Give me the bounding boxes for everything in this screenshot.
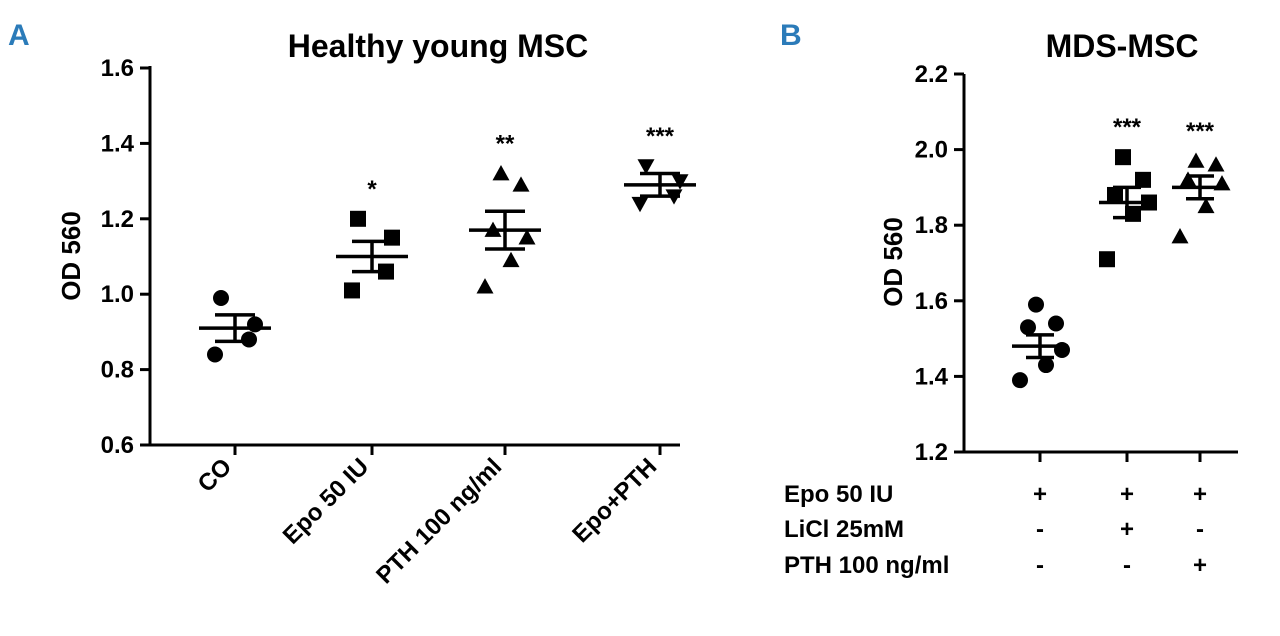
data-point [1012, 372, 1028, 389]
data-point [492, 165, 510, 181]
condition-value: - [1036, 516, 1044, 543]
significance-label: *** [646, 123, 675, 150]
panel-b-title: MDS-MSC [1046, 28, 1199, 64]
y-tick-label: 1.2 [915, 439, 948, 466]
significance-label: ** [496, 131, 515, 158]
data-point [350, 210, 366, 227]
data-point [1038, 357, 1054, 374]
data-point [1028, 296, 1044, 313]
series-group-4: *** [624, 123, 696, 213]
data-point [213, 289, 229, 306]
panel-a-y-axis-label: OD 560 [56, 211, 86, 301]
y-tick-label: 2.2 [915, 61, 948, 88]
data-point [1054, 341, 1070, 358]
category-label: PTH 100 ng/ml [371, 453, 507, 589]
data-point [512, 176, 530, 192]
y-tick-label: 0.8 [101, 357, 134, 384]
data-point [1179, 171, 1197, 187]
data-point [1171, 228, 1189, 244]
category-label: Epo+PTH [567, 453, 662, 548]
data-point [476, 278, 494, 294]
series-group-3: *** [1171, 118, 1231, 244]
panel-b-y-ticks: 1.2 1.4 1.6 1.8 2.0 2.2 [915, 61, 964, 466]
data-point [1135, 171, 1151, 188]
panel-a-letter: A [8, 19, 30, 52]
y-tick-label: 1.4 [915, 363, 949, 390]
series-group-2: *** [1099, 114, 1157, 268]
panel-a: A Healthy young MSC OD 560 0.6 0.8 1.0 1.2 1… [8, 19, 696, 589]
condition-value: + [1120, 481, 1134, 508]
condition-value: - [1196, 516, 1204, 543]
significance-label: * [367, 176, 377, 203]
condition-value: - [1036, 552, 1044, 579]
y-tick-label: 1.2 [101, 206, 134, 233]
significance-label: *** [1113, 114, 1142, 141]
panel-b-x-ticks [1038, 452, 1202, 462]
y-tick-label: 1.4 [101, 130, 135, 157]
y-tick-label: 1.0 [101, 281, 134, 308]
panel-b-letter: B [780, 19, 802, 52]
series-group-1 [1012, 296, 1070, 389]
data-point [1107, 186, 1123, 203]
y-tick-label: 1.6 [915, 288, 948, 315]
y-tick-label: 0.6 [101, 432, 134, 459]
condition-value: + [1193, 481, 1207, 508]
significance-label: *** [1186, 118, 1215, 145]
series-group-2: * [336, 176, 408, 299]
condition-label: LiCl 25mM [784, 516, 904, 543]
panel-b-y-axis-label: OD 560 [878, 217, 908, 307]
condition-label: PTH 100 ng/ml [784, 552, 949, 579]
series-group-3: ** [469, 131, 541, 294]
data-point [671, 174, 689, 190]
data-point [1207, 156, 1225, 172]
data-point [502, 251, 520, 268]
data-point [241, 331, 257, 348]
panel-a-axes [148, 66, 680, 447]
data-point [637, 159, 655, 175]
panel-b-condition-table: Epo 50 IU + + + LiCl 25mM - + - PTH 100 ng/ml - - + [784, 481, 1207, 579]
panel-a-y-ticks: 0.6 0.8 1.0 1.2 1.4 1.6 [101, 55, 150, 459]
data-point [384, 229, 400, 246]
data-point [344, 282, 360, 299]
condition-value: + [1120, 516, 1134, 543]
condition-value: + [1193, 552, 1207, 579]
condition-value: - [1123, 552, 1131, 579]
data-point [1020, 319, 1036, 336]
data-point [1048, 315, 1064, 332]
data-point [1197, 197, 1215, 214]
y-tick-label: 2.0 [915, 137, 948, 164]
data-point [1187, 152, 1205, 168]
condition-value: + [1033, 481, 1047, 508]
data-point [518, 229, 536, 245]
data-point [1099, 251, 1115, 268]
panel-a-x-ticks [233, 445, 662, 455]
category-label: Epo 50 IU [278, 453, 374, 549]
category-label: CO [193, 453, 238, 498]
panel-b: B MDS-MSC OD 560 1.21.41.61.82.02.2 *** *… [780, 19, 1238, 579]
panel-a-marks: *** *** [199, 123, 696, 363]
series-group-1 [199, 289, 271, 363]
data-point [631, 196, 649, 213]
panel-a-title: Healthy young MSC [288, 28, 588, 64]
data-point [207, 346, 223, 363]
data-point [1115, 149, 1131, 166]
condition-label: Epo 50 IU [784, 481, 893, 508]
y-tick-label: 1.6 [101, 55, 134, 82]
panel-b-marks: *** *** [1012, 114, 1231, 389]
data-point [247, 316, 263, 333]
y-tick-label: 1.8 [915, 212, 948, 239]
